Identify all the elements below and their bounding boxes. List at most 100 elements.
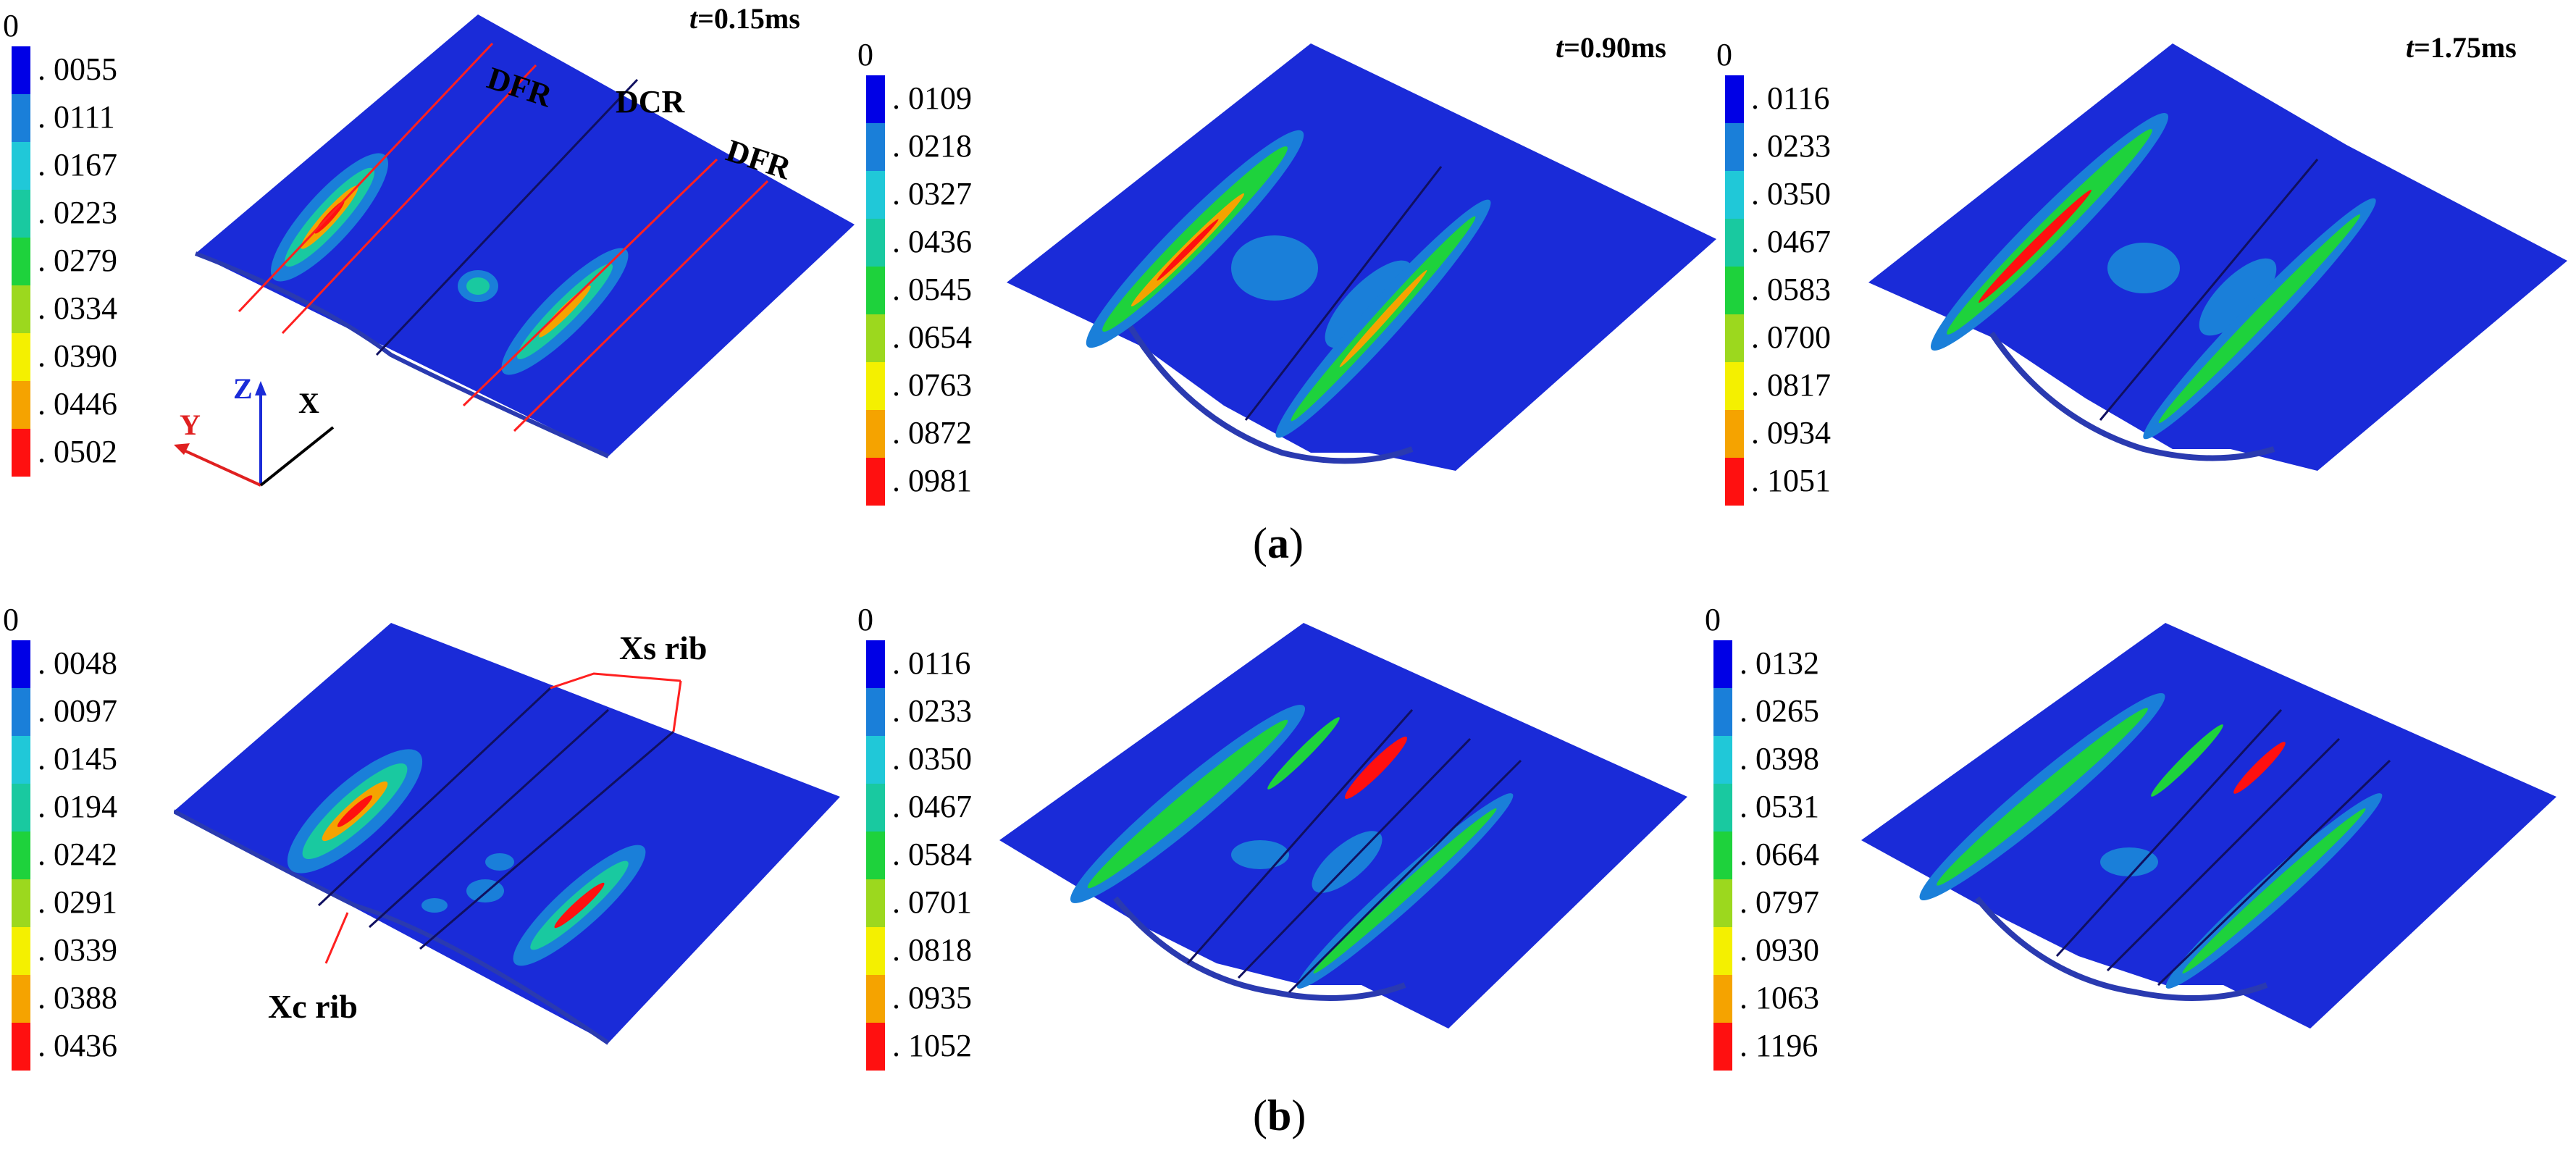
legend-swatch (1713, 832, 1732, 879)
rib-line (317, 687, 552, 907)
z-arrow-icon (255, 381, 267, 395)
legend-swatch (12, 190, 30, 238)
rib-line (2055, 708, 2283, 958)
legend-swatch (12, 429, 30, 477)
strain-contour (1313, 808, 1497, 973)
legend-zero: 0 (3, 602, 19, 637)
legend-swatch (866, 171, 885, 219)
legend-label: . 0545 (892, 272, 972, 307)
legend-label: . 0055 (38, 51, 117, 87)
legend-swatch (12, 879, 30, 927)
legend-label: . 0531 (1740, 789, 1819, 824)
legend-zero: 0 (1716, 37, 1732, 72)
legend-label: . 0388 (38, 980, 117, 1015)
plate-edge (1112, 896, 1406, 1001)
legend-label: . 0446 (38, 386, 117, 422)
caption-b: (b) (1253, 1092, 1306, 1139)
strain-contour (2100, 847, 2158, 876)
plate-surface (1861, 623, 2556, 1029)
legend-swatch (1713, 927, 1732, 975)
strain-contour (2182, 808, 2366, 973)
legend-swatch (12, 688, 30, 736)
legend-b2: 0 . 0116 . 0233 . 0350 . 0467 . 0584 . 0… (855, 604, 1007, 1130)
legend-swatch (1713, 1023, 1732, 1071)
dfr-line (238, 42, 494, 313)
legend-label: . 0935 (892, 980, 972, 1015)
legend-swatch (866, 267, 885, 314)
legend-swatch (1725, 219, 1744, 267)
legend-zero: 0 (857, 37, 873, 72)
legend-swatch (12, 927, 30, 975)
legend-label: . 0218 (892, 128, 972, 164)
legend-label: . 0242 (38, 837, 117, 872)
legend-swatch (12, 832, 30, 879)
time-label: t=1.75ms (2406, 31, 2517, 64)
rib-line (1237, 737, 1472, 979)
legend-swatch (1725, 171, 1744, 219)
legend-swatch (866, 123, 885, 171)
xc-rib-pointer (324, 912, 349, 964)
plate-edge (1127, 324, 1414, 464)
y-arrow-icon (174, 443, 190, 455)
rib-line (1186, 709, 1414, 964)
xs-rib-label: Xs rib (619, 629, 707, 666)
plate-b3 (1861, 623, 2556, 1029)
legend-label: . 0048 (38, 645, 117, 681)
plate-a3 (1868, 43, 2567, 471)
legend-swatch (866, 736, 885, 784)
legend-label: . 0116 (1751, 80, 1830, 116)
legend-label: . 0701 (892, 884, 972, 920)
legend-label: . 0350 (892, 741, 972, 776)
xc-rib-label: Xc rib (268, 988, 358, 1025)
legend-swatch (1713, 688, 1732, 736)
legend-label: . 0436 (38, 1028, 117, 1063)
plate-edge (1989, 331, 2275, 461)
legend-label: . 0339 (38, 932, 117, 968)
legend-label: . 0934 (1751, 415, 1831, 451)
legend-swatch (12, 640, 30, 688)
legend-swatch (866, 975, 885, 1023)
rib-line (368, 708, 610, 929)
legend-zero: 0 (857, 602, 873, 637)
legend-swatch (12, 238, 30, 285)
legend-label: . 0818 (892, 932, 972, 968)
legend-a2: 0 . 0109 . 0218 . 0327 . 0436 . 0545 . 0… (855, 39, 1007, 565)
legend-label: . 0145 (38, 741, 117, 776)
legend-swatch (866, 927, 885, 975)
plate-a1: DFR DCR DFR (194, 14, 855, 458)
strain-contour (485, 853, 514, 871)
plate-a2 (1007, 43, 1716, 471)
legend-swatch (12, 975, 30, 1023)
legend-label: . 0334 (38, 290, 117, 326)
strain-contour (1339, 270, 1427, 367)
y-label: Y (180, 409, 201, 441)
legend-label: . 0467 (1751, 224, 1831, 259)
plate-surface (174, 623, 840, 1043)
legend-swatch (12, 736, 30, 784)
legend-label: . 0194 (38, 789, 117, 824)
legend-swatch (1725, 362, 1744, 410)
strain-contour (539, 285, 591, 338)
strain-contour (337, 795, 373, 827)
plate-surface (196, 14, 855, 456)
legend-swatch (866, 688, 885, 736)
legend-label: . 0223 (38, 195, 117, 230)
legend-swatch (1713, 640, 1732, 688)
legend-swatch (866, 879, 885, 927)
strain-contour (554, 882, 605, 929)
legend-swatch (12, 333, 30, 381)
rib-line (375, 78, 639, 356)
strain-contour (1325, 260, 1413, 348)
strain-contour (2158, 214, 2361, 424)
legend-label: . 0398 (1740, 741, 1819, 776)
legend-swatch (1725, 458, 1744, 506)
legend-label: . 0467 (892, 789, 972, 824)
legend-label: . 0233 (1751, 128, 1831, 164)
z-label: Z (233, 372, 253, 405)
legend-label: . 0817 (1751, 367, 1831, 403)
legend-label: . 0981 (892, 463, 972, 498)
legend-label: . 0167 (38, 147, 117, 183)
rib-line (2106, 737, 2341, 972)
legend-swatch (1725, 123, 1744, 171)
legend-zero: 0 (3, 8, 19, 43)
